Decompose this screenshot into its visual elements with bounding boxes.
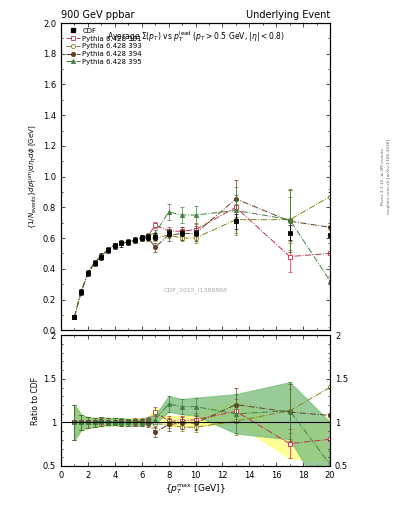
Y-axis label: Ratio to CDF: Ratio to CDF xyxy=(31,377,40,424)
Legend: CDF, Pythia 6.428 391, Pythia 6.428 393, Pythia 6.428 394, Pythia 6.428 395: CDF, Pythia 6.428 391, Pythia 6.428 393,… xyxy=(64,26,144,67)
Text: Rivet 3.1.10, ≥ 3M events: Rivet 3.1.10, ≥ 3M events xyxy=(381,148,385,205)
Y-axis label: $\{1/N_\mathrm{events}\} dp_T^\mathrm{sum}/d\eta_T d\phi$ [GeV]: $\{1/N_\mathrm{events}\} dp_T^\mathrm{su… xyxy=(28,124,40,229)
X-axis label: $\{p_T^\mathrm{max}$ [GeV]$\}$: $\{p_T^\mathrm{max}$ [GeV]$\}$ xyxy=(165,482,226,496)
Text: Average $\Sigma(p_T)$ vs $p_T^\mathrm{lead}$ ($p_T > 0.5$ GeV, $|\eta| < 0.8$): Average $\Sigma(p_T)$ vs $p_T^\mathrm{le… xyxy=(107,29,284,44)
Text: mcplots.cern.ch [arXiv:1306.3436]: mcplots.cern.ch [arXiv:1306.3436] xyxy=(387,139,391,214)
Text: Underlying Event: Underlying Event xyxy=(246,10,330,20)
Text: 900 GeV ppbar: 900 GeV ppbar xyxy=(61,10,134,20)
Text: CDF_2015_I1388868: CDF_2015_I1388868 xyxy=(163,288,228,293)
